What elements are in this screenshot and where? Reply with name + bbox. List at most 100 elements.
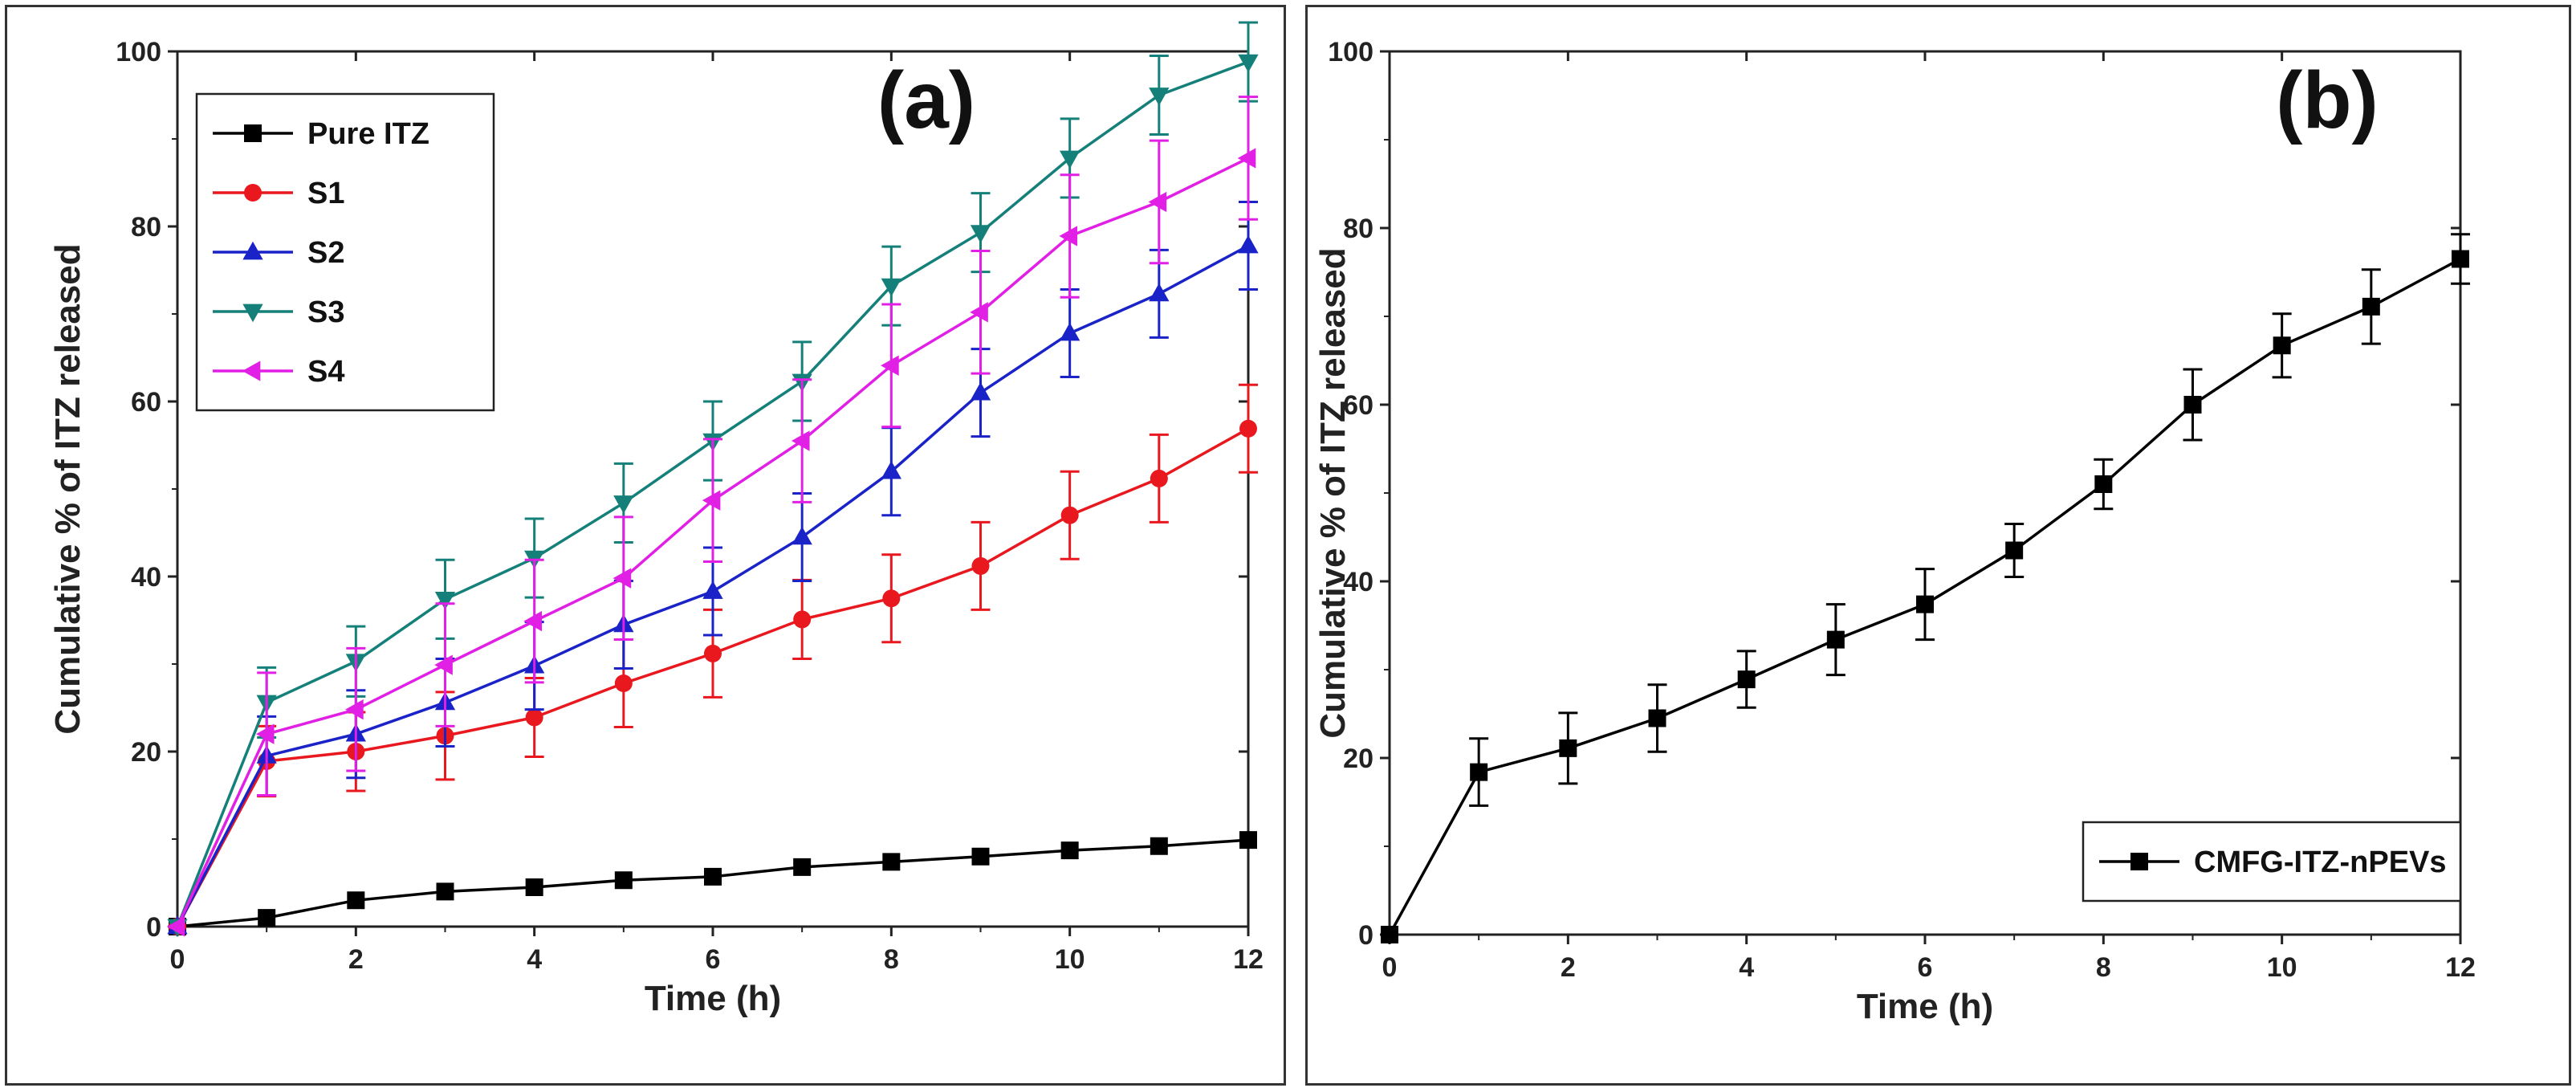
- data-point: [2273, 336, 2291, 355]
- chart-b-svg: 0 2 4 6 8 10 12 0 20 40 60 80 100 Time (h) Cumulative …: [1313, 37, 2476, 1026]
- chart-b-x-tick-label: 2: [1561, 952, 1576, 983]
- chart-b-plot-frame: [1388, 50, 2462, 936]
- chart-b-y-tick-label: 20: [1343, 744, 1373, 774]
- data-point: [702, 490, 721, 511]
- data-point: [704, 644, 722, 662]
- chart-a-y-tick-label: 60: [131, 387, 161, 418]
- data-point: [2362, 297, 2380, 316]
- data-point: [970, 381, 991, 401]
- data-point: [2183, 396, 2202, 414]
- data-point: [1239, 831, 1257, 850]
- data-point: [1470, 763, 1488, 781]
- data-point: [1381, 926, 1398, 943]
- chart-b-y-tick-label: 80: [1343, 214, 1373, 244]
- data-point: [1238, 234, 1259, 254]
- legend-label: CMFG-ITZ-nPEVs: [2194, 845, 2447, 879]
- data-point: [792, 526, 812, 545]
- data-point: [1737, 670, 1756, 689]
- chart-a-x-tick-label: 6: [706, 944, 721, 975]
- data-point: [1239, 419, 1257, 438]
- chart-a-x-tick-label: 4: [527, 944, 542, 975]
- chart-b-x-tick-label: 4: [1739, 952, 1754, 983]
- data-point: [525, 708, 543, 727]
- legend-marker: [242, 361, 261, 381]
- chart-panel-a: 0 2 4 6 8 10 12 0 20 40 60 80 100 Time (h) Cumulative …: [5, 5, 1286, 1086]
- legend-label: S3: [307, 295, 344, 329]
- data-point: [970, 225, 991, 243]
- data-point: [2094, 475, 2113, 493]
- chart-a-x-tick-label: 8: [884, 944, 899, 975]
- chart-a-x-tick-label: 0: [170, 944, 185, 975]
- chart-b-y-tick-label: 40: [1343, 567, 1373, 597]
- data-point: [612, 568, 632, 589]
- data-point: [791, 430, 810, 451]
- chart-b-panel-label: (b): [2276, 55, 2379, 145]
- chart-b-x-tick-label: 0: [1382, 952, 1398, 983]
- legend-marker: [244, 184, 262, 202]
- data-point: [1238, 54, 1259, 73]
- data-point: [1060, 841, 1079, 860]
- data-point: [255, 723, 275, 744]
- chart-a-series-pure-itz: [169, 831, 1257, 935]
- data-point: [614, 674, 633, 692]
- chart-a-x-tick-label: 10: [1055, 944, 1085, 975]
- chart-b-y-tick-label: 100: [1328, 37, 1373, 67]
- data-point: [1916, 595, 1934, 613]
- data-point: [258, 909, 276, 927]
- chart-a-panel-label: (a): [877, 55, 975, 145]
- data-point: [970, 302, 988, 323]
- legend-marker: [242, 241, 263, 260]
- data-point: [1237, 148, 1256, 169]
- data-point: [434, 654, 453, 675]
- chart-b-x-tick-label: 6: [1918, 952, 1933, 983]
- data-point: [523, 610, 543, 632]
- data-point: [1060, 322, 1080, 341]
- data-point: [882, 853, 901, 871]
- data-point: [1150, 837, 1168, 855]
- data-point: [166, 916, 185, 937]
- data-point: [1149, 88, 1170, 106]
- data-point: [613, 495, 634, 514]
- data-point: [882, 589, 901, 608]
- data-point: [881, 355, 899, 376]
- chart-b-x-tick-label: 12: [2445, 952, 2476, 983]
- data-point: [1150, 469, 1168, 487]
- chart-b-legend: CMFG-ITZ-nPEVs: [2082, 821, 2462, 903]
- data-point: [1826, 630, 1845, 649]
- data-point: [971, 847, 990, 866]
- data-point: [434, 591, 456, 610]
- chart-b-x-axis-title: Time (h): [1857, 987, 1993, 1026]
- chart-panel-b: 0 2 4 6 8 10 12 0 20 40 60 80 100 Time (h) Cumulative …: [1305, 5, 2571, 1086]
- legend-label: S4: [307, 355, 344, 389]
- data-point: [1648, 709, 1666, 727]
- chart-a-series-s4: [166, 96, 1258, 937]
- legend-label: S2: [307, 236, 344, 270]
- data-point: [971, 556, 990, 575]
- chart-a-y-axis-title: Cumulative % of ITZ released: [48, 243, 87, 734]
- data-point: [345, 699, 364, 720]
- chart-a-y-tick-label: 100: [116, 37, 161, 67]
- chart-a-y-tick-label: 80: [131, 212, 161, 242]
- legend-marker: [242, 304, 263, 323]
- data-point: [1148, 191, 1167, 213]
- chart-a-y-tick-label: 0: [146, 912, 161, 943]
- legend-marker: [2130, 853, 2148, 870]
- chart-b-y-tick-label: 60: [1343, 390, 1373, 421]
- data-point: [793, 858, 812, 876]
- data-point: [1060, 150, 1080, 169]
- chart-a-y-tick-label: 40: [131, 562, 161, 593]
- chart-b-x-tick-label: 10: [2267, 952, 2297, 983]
- data-point: [614, 871, 633, 890]
- data-point: [881, 278, 901, 297]
- data-point: [1149, 283, 1170, 302]
- chart-a-x-tick-label: 12: [1233, 944, 1264, 975]
- data-point: [2452, 250, 2469, 268]
- data-point: [1559, 739, 1577, 757]
- chart-a-x-tick-label: 2: [348, 944, 364, 975]
- chart-b-y-tick-label: 0: [1358, 920, 1373, 951]
- data-point: [1059, 226, 1078, 247]
- chart-a-svg: 0 2 4 6 8 10 12 0 20 40 60 80 100 Time (h) Cumulative …: [48, 21, 1264, 1018]
- data-point: [347, 891, 365, 910]
- chart-a-y-tick-label: 20: [131, 737, 161, 768]
- data-point: [702, 581, 723, 599]
